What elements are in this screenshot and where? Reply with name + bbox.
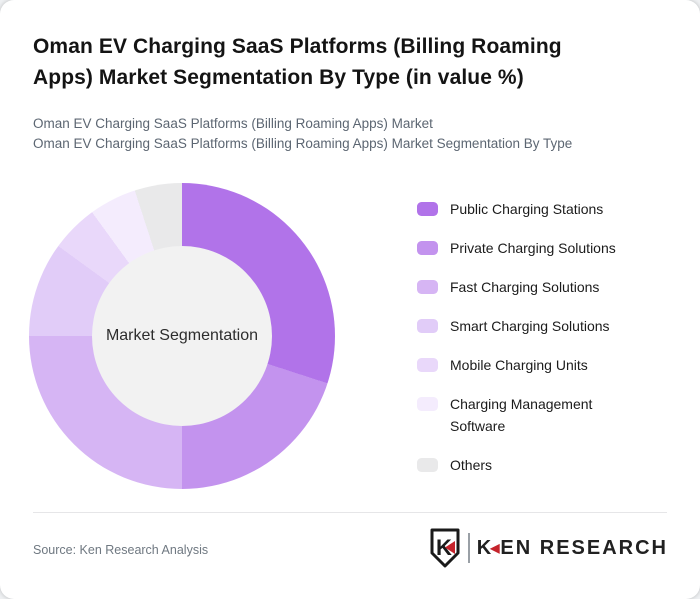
legend-item: Private Charging Solutions xyxy=(417,237,650,259)
svg-text:K: K xyxy=(436,535,452,560)
legend-swatch xyxy=(417,319,438,333)
logo-wordmark-k: K xyxy=(476,536,494,559)
logo-wordmark: K ◀ EN RESEARCH xyxy=(477,537,668,560)
legend-swatch xyxy=(417,280,438,294)
logo-divider xyxy=(467,533,470,563)
subtitle-line2: Oman EV Charging SaaS Platforms (Billing… xyxy=(33,136,573,151)
legend-swatch xyxy=(417,458,438,472)
legend-item: Charging Management Software xyxy=(417,393,650,437)
legend-label: Smart Charging Solutions xyxy=(450,318,610,334)
page-title-line2: Apps) Market Segmentation By Type (in va… xyxy=(33,66,524,89)
logo-red-triangle-icon: ◀ xyxy=(490,541,500,555)
legend-label: Public Charging Stations xyxy=(450,201,604,217)
page-title-line1: Oman EV Charging SaaS Platforms (Billing… xyxy=(33,35,562,58)
legend-label: Charging Management Software xyxy=(450,396,593,434)
legend-label: Mobile Charging Units xyxy=(450,357,588,373)
chart-legend: Public Charging Stations Private Chargin… xyxy=(417,198,650,476)
legend-label: Others xyxy=(450,457,493,473)
legend-swatch xyxy=(417,202,438,216)
page-title: Oman EV Charging SaaS Platforms (Billing… xyxy=(33,31,673,93)
legend-swatch xyxy=(417,358,438,372)
ken-research-logo: K K ◀ EN RESEARCH xyxy=(428,528,668,568)
subtitle-line1: Oman EV Charging SaaS Platforms (Billing… xyxy=(33,116,433,131)
legend-label: Private Charging Solutions xyxy=(450,240,616,256)
legend-swatch xyxy=(417,241,438,255)
legend-item: Smart Charging Solutions xyxy=(417,315,650,337)
logo-wordmark-rest: EN RESEARCH xyxy=(500,536,668,559)
legend-item: Mobile Charging Units xyxy=(417,354,650,376)
footer-divider xyxy=(33,512,667,513)
legend-item: Fast Charging Solutions xyxy=(417,276,650,298)
legend-item: Public Charging Stations xyxy=(417,198,650,220)
source-text: Source: Ken Research Analysis xyxy=(33,543,209,557)
page-subtitle: Oman EV Charging SaaS Platforms (Billing… xyxy=(33,114,673,154)
legend-item: Others xyxy=(417,454,650,476)
donut-chart: Market Segmentation xyxy=(29,183,335,489)
legend-label: Fast Charging Solutions xyxy=(450,279,600,295)
legend-swatch xyxy=(417,397,438,411)
ken-research-shield-icon: K xyxy=(430,528,460,568)
donut-center: Market Segmentation xyxy=(92,246,272,426)
donut-center-label: Market Segmentation xyxy=(105,327,259,344)
